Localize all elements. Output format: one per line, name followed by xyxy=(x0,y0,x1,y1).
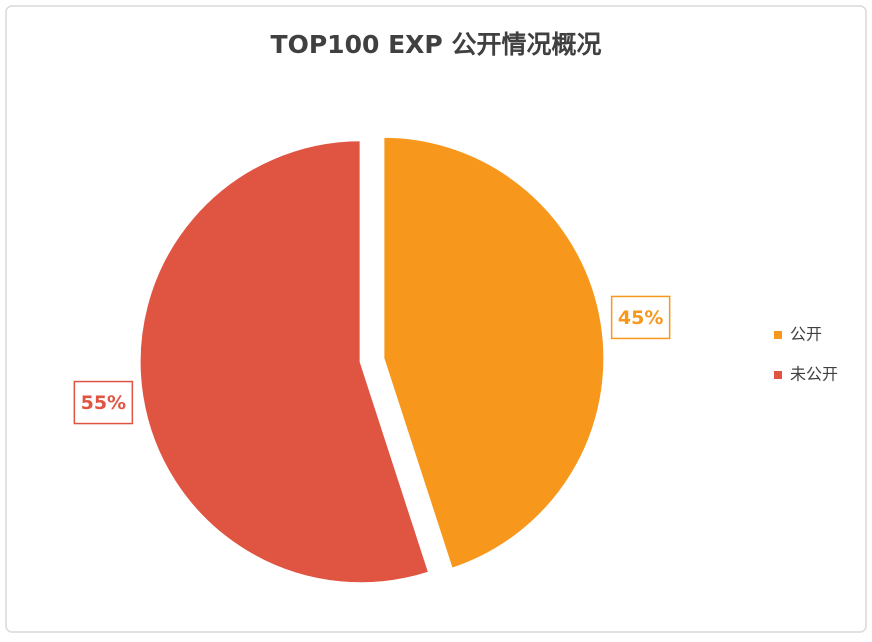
data-label: 55% xyxy=(81,392,126,414)
data-label-box xyxy=(610,295,671,340)
chart-title: TOP100 EXP 公开情况概况 xyxy=(271,30,602,59)
pie-slice xyxy=(381,134,607,572)
data-label: 45% xyxy=(618,307,663,329)
data-label-box xyxy=(73,380,134,425)
legend-swatch xyxy=(774,331,782,339)
pie-slice xyxy=(137,138,432,586)
legend-swatch xyxy=(774,371,782,379)
legend-label: 公开 xyxy=(790,325,822,344)
legend-label: 未公开 xyxy=(790,365,838,384)
